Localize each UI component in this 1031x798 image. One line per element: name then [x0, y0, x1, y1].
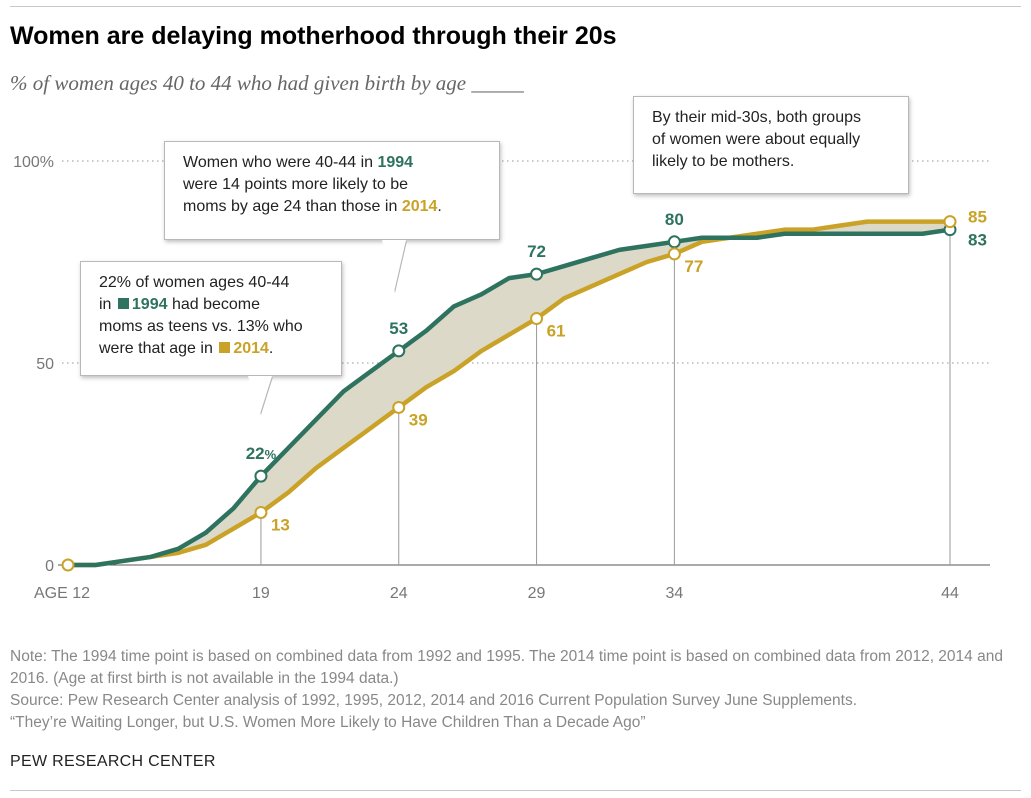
annotation-teens-text1: 22% of women ages 40-44	[99, 274, 290, 291]
footer-source: Source: Pew Research Center analysis of …	[10, 692, 858, 709]
point-layer	[61, 215, 957, 572]
x-tick-label: 24	[390, 585, 408, 602]
annotation-age24-year-2014: 2014	[401, 198, 438, 215]
chart-subtitle: % of women ages 40 to 44 who had given b…	[10, 71, 524, 95]
annotation-mid30s-line1: By their mid-30s, both groups	[652, 109, 861, 126]
line-chart: 0 50 100% AGE 12 19 24 29 34 44 22% 53 72 80 83 13 39 61…	[13, 154, 990, 602]
data-label-1994-age-19: 22%	[246, 444, 277, 463]
annotation-age24: Women who were 40-44 in 1994 were 14 poi…	[164, 141, 500, 292]
annotation-age24-year-1994: 1994	[377, 154, 414, 171]
annotation-age24-text3: moms by age 24 than those in	[183, 198, 398, 215]
data-label-1994-age-34: 80	[665, 210, 684, 229]
x-tick-label: 19	[252, 585, 270, 602]
data-label-2014-age-29: 61	[547, 322, 566, 341]
data-label-suffix: %	[265, 447, 277, 462]
annotation-mid30s: By their mid-30s, both groups of women w…	[633, 96, 909, 194]
annotation-teens-year-1994: 1994	[131, 296, 168, 313]
x-tick-label: 44	[941, 585, 959, 602]
point-2014-age-12	[61, 558, 75, 572]
annotation-mid30s-line2: of women were about equally	[652, 131, 861, 148]
point-1994-age-19	[254, 469, 268, 483]
top-rule	[10, 6, 1021, 7]
annotation-teens-text3: had become	[171, 296, 261, 313]
x-tick-label: AGE 12	[34, 585, 90, 602]
annotation-age24-text1: Women who were 40-44 in	[183, 154, 374, 171]
data-label-1994-age-24: 53	[389, 319, 408, 338]
line-layer	[65, 219, 953, 568]
y-tick-label: 50	[36, 356, 54, 373]
x-tick-label: 34	[665, 585, 683, 602]
label-layer: 0 50 100% AGE 12 19 24 29 34 44 22% 53 72 80 83 13 39 61…	[13, 154, 987, 602]
chart-footer: Note: The 1994 time point is based on co…	[10, 646, 1020, 734]
legend-1994-swatch	[117, 298, 129, 309]
y-tick-label: 0	[45, 558, 54, 575]
series-line-2014	[65, 219, 953, 568]
data-label-2014-age-24: 39	[409, 410, 428, 429]
point-1994-age-24	[392, 344, 406, 358]
annotation-teens-pointer	[248, 376, 272, 414]
annotation-teens-text6: .	[268, 340, 274, 357]
data-label-1994-age-29: 72	[527, 242, 546, 261]
y-tick-label: 100%	[13, 154, 54, 171]
point-2014-age-34	[667, 247, 681, 261]
data-label-2014-age-44: 85	[968, 208, 987, 227]
point-2014-age-44	[943, 215, 957, 229]
annotation-mid30s-line3: likely to be mothers.	[652, 153, 795, 170]
annotation-teens-text5: were that age in	[99, 340, 213, 357]
footer-note: Note: The 1994 time point is based on co…	[10, 648, 1003, 687]
annotation-teens-text2: in	[99, 296, 112, 313]
annotation-teens-text4: moms as teens vs. 13% who	[99, 318, 303, 335]
chart-title: Women are delaying motherhood through th…	[10, 22, 617, 50]
legend-2014-swatch	[219, 342, 231, 353]
point-1994-age-29	[530, 267, 544, 281]
point-2014-age-24	[392, 400, 406, 414]
annotation-teens: 22% of women ages 40-44 in 1994 had beco…	[80, 261, 342, 414]
brand-logo-text: PEW RESEARCH CENTER	[10, 753, 216, 770]
data-label-2014-age-34: 77	[684, 257, 703, 276]
x-tick-label: 29	[528, 585, 546, 602]
area-layer	[68, 221, 950, 565]
footer-report: “They’re Waiting Longer, but U.S. Women …	[10, 714, 646, 731]
series-line-1994	[65, 227, 953, 568]
data-label-1994-age-44: 83	[968, 231, 987, 250]
bottom-rule	[10, 790, 1021, 791]
data-label-2014-age-19: 13	[271, 515, 290, 534]
gap-shaded-area	[68, 221, 950, 565]
point-1994-age-34	[667, 235, 681, 249]
annotation-age24-pointer	[382, 240, 406, 292]
annotation-age24-text2: were 14 points more likely to be	[183, 176, 408, 193]
grid-layer	[58, 160, 990, 566]
annotation-age24-text4: .	[437, 198, 442, 215]
annotation-teens-year-2014: 2014	[233, 340, 269, 357]
point-2014-age-29	[530, 312, 544, 326]
point-2014-age-19	[254, 505, 268, 519]
